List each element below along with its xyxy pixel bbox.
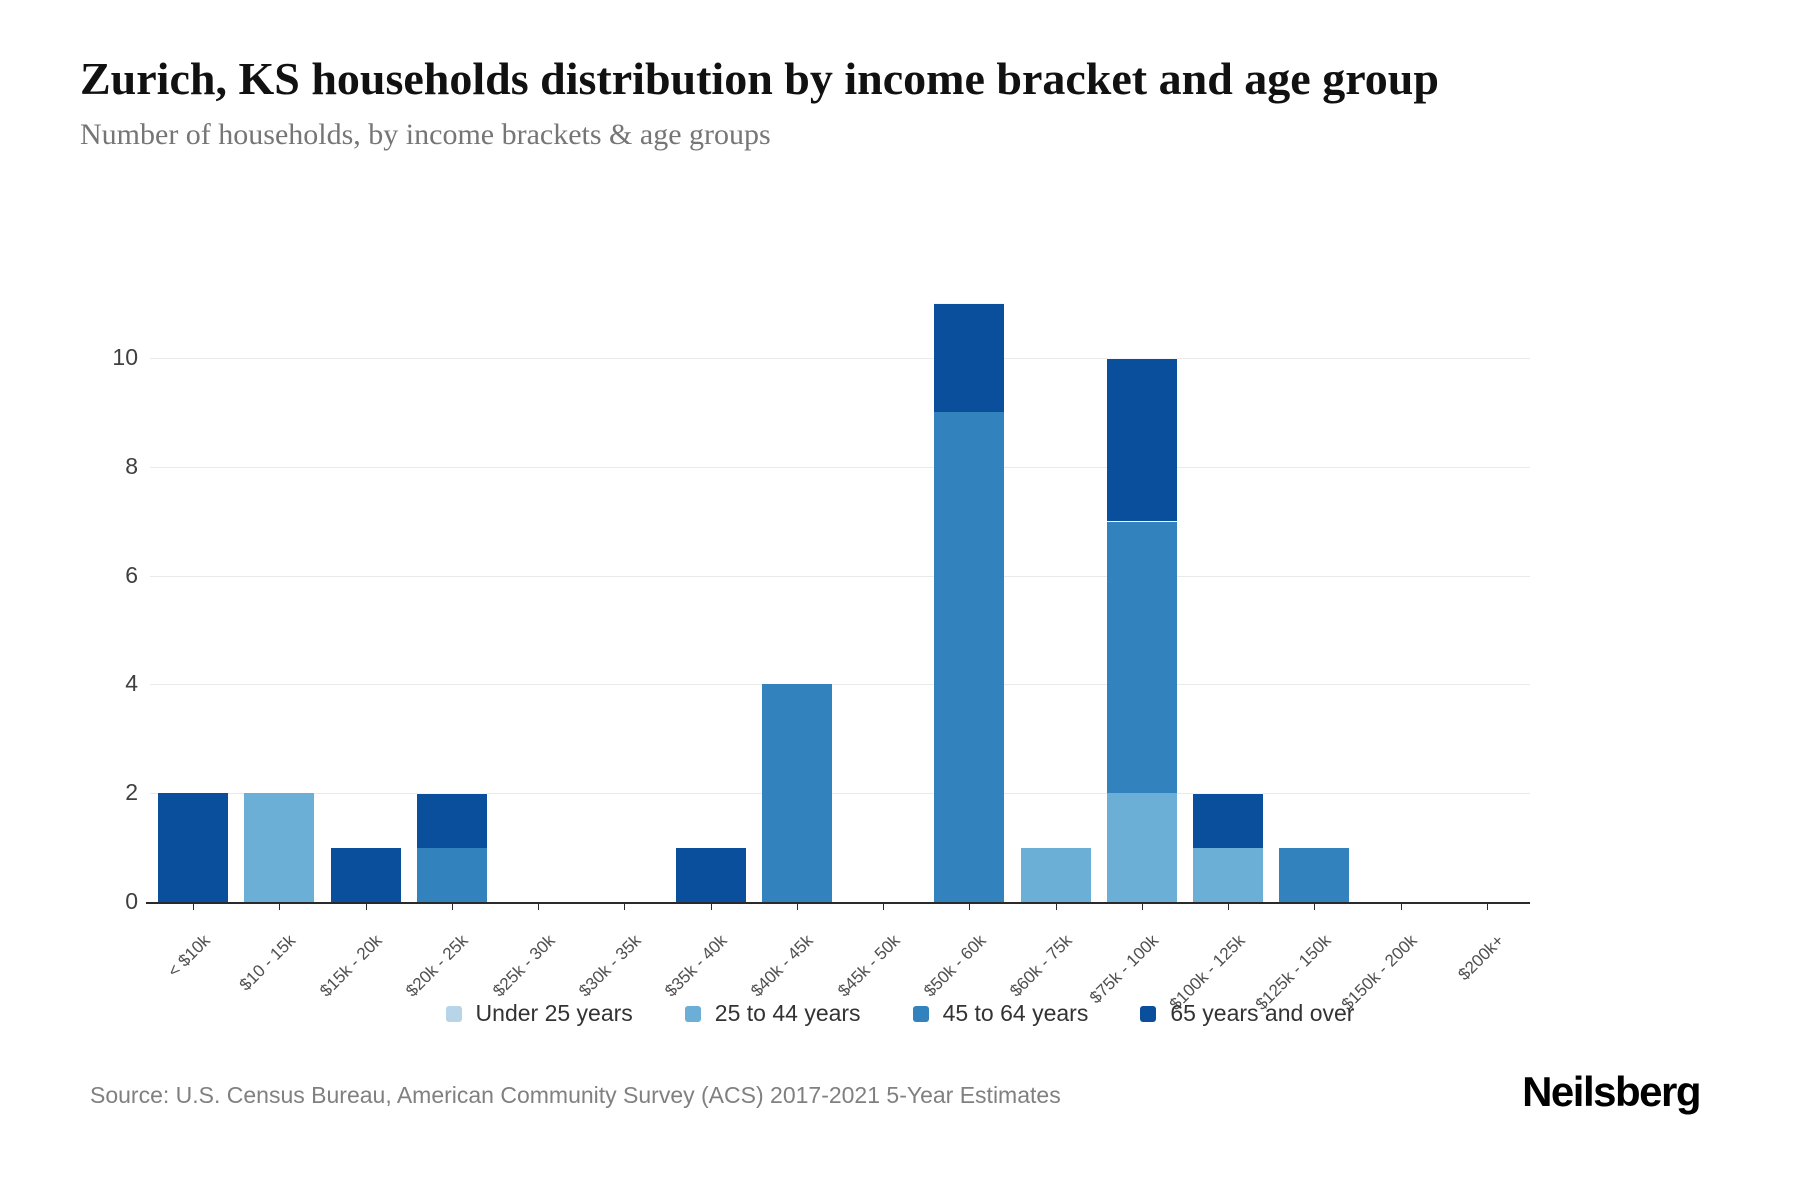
x-tick-label: $25k - 30k (488, 930, 559, 1001)
x-tick-label: $20k - 25k (402, 930, 473, 1001)
legend-swatch (1140, 1005, 1157, 1022)
x-tick-mark (624, 904, 626, 910)
x-tick-mark (451, 904, 453, 910)
x-tick-mark (1400, 904, 1402, 910)
x-tick-mark (969, 904, 971, 910)
bar-segment-15k20k[interactable] (330, 847, 401, 902)
legend-label: Under 25 years (475, 1000, 633, 1026)
x-tick-mark (538, 904, 540, 910)
y-tick-label: 6 (125, 561, 138, 588)
x-tick-mark (193, 904, 195, 910)
bar-segment-50k60k[interactable] (934, 303, 1005, 413)
bar-segment-125k150k[interactable] (1279, 847, 1350, 902)
x-tick-mark (1228, 904, 1230, 910)
grid-line (150, 684, 1530, 686)
bar-segment-100k125k[interactable] (1193, 793, 1264, 848)
legend-swatch (445, 1005, 462, 1022)
y-tick-label: 0 (125, 888, 138, 914)
bar-segment-20k25k[interactable] (416, 793, 487, 848)
bar-segment-40k45k[interactable] (761, 684, 832, 902)
x-tick-label: $60k - 75k (1006, 930, 1076, 1001)
legend-item-25-to-44-years[interactable]: 25 to 44 years (684, 1000, 861, 1027)
legend-label: 45 to 64 years (942, 1000, 1089, 1026)
y-tick-label: 2 (125, 779, 138, 806)
bar-segment-60k75k[interactable] (1020, 847, 1091, 902)
legend-item-65-years-and-over[interactable]: 65 years and over (1140, 1000, 1354, 1027)
page-title: Zurich, KS households distribution by in… (80, 53, 1439, 104)
grid-line (150, 575, 1530, 577)
x-tick-mark (1141, 904, 1143, 910)
x-tick-mark (883, 904, 885, 910)
x-tick-label: $10 - 15k (236, 930, 300, 995)
source-note: Source: U.S. Census Bureau, American Com… (90, 1082, 1061, 1108)
bar-segment-75k100k[interactable] (1106, 521, 1177, 794)
legend-swatch (912, 1005, 929, 1022)
y-tick-label: 4 (125, 670, 138, 697)
bar-segment-35k40k[interactable] (675, 847, 746, 902)
legend-label: 25 to 44 years (714, 1000, 861, 1026)
page-subtitle: Number of households, by income brackets… (80, 118, 771, 151)
grid-line (150, 466, 1530, 468)
legend-item-under-25-years[interactable]: Under 25 years (445, 1000, 633, 1027)
x-tick-mark (1486, 904, 1488, 910)
grid-line (150, 793, 1530, 795)
legend-swatch (684, 1005, 701, 1022)
bar-segment-75k100k[interactable] (1106, 357, 1177, 522)
bar-segment-75k100k[interactable] (1106, 793, 1177, 902)
x-tick-label: < $10k (163, 930, 214, 981)
bar-segment-20k25k[interactable] (416, 847, 487, 902)
x-tick-label: $75k - 100k (1085, 930, 1163, 1008)
grid-line (150, 357, 1530, 359)
x-tick-label: $15k - 20k (316, 930, 386, 1001)
y-tick-label: 10 (112, 343, 138, 370)
bar-segment-50k60k[interactable] (934, 412, 1005, 902)
bar-segment-10k[interactable] (158, 793, 229, 902)
x-tick-label: $35k - 40k (661, 930, 731, 1001)
x-tick-label: $200k+ (1454, 930, 1508, 985)
legend-item-45-to-64-years[interactable]: 45 to 64 years (912, 1000, 1089, 1027)
x-tick-mark (796, 904, 798, 910)
x-tick-label: $40k - 45k (747, 930, 818, 1001)
x-tick-mark (1314, 904, 1316, 910)
x-tick-label: $30k - 35k (575, 930, 645, 1001)
x-tick-mark (1055, 904, 1057, 910)
bar-segment-1015k[interactable] (244, 793, 315, 902)
y-tick-label: 8 (125, 452, 138, 479)
x-tick-label: $45k - 50k (833, 930, 904, 1001)
legend-label: 65 years and over (1170, 1000, 1355, 1026)
x-tick-mark (279, 904, 281, 910)
x-tick-mark (365, 904, 367, 910)
bar-segment-100k125k[interactable] (1193, 847, 1264, 902)
x-tick-mark (710, 904, 712, 910)
chart-legend: Under 25 years 25 to 44 years 45 to 64 yea… (0, 1000, 1800, 1027)
x-axis-line (146, 902, 1530, 904)
x-tick-label: $50k - 60k (920, 930, 990, 1001)
brand-logo: Neilsberg (1522, 1068, 1701, 1115)
